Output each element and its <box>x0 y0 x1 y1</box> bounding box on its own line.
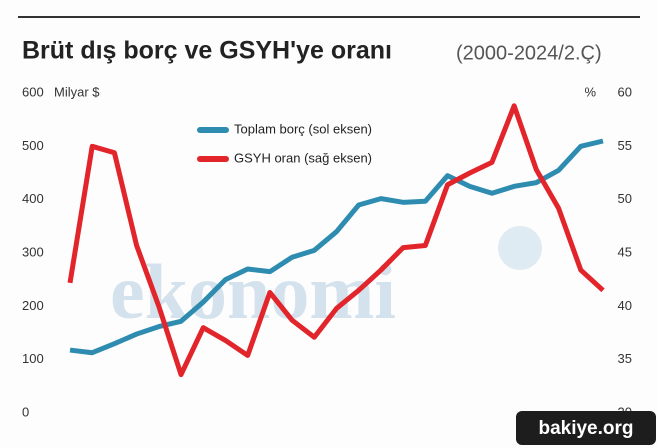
line-series <box>69 138 604 356</box>
y-tick-label: 400 <box>22 191 44 206</box>
y-tick-label: 0 <box>22 404 29 419</box>
y-tick-label: 600 <box>22 84 44 99</box>
y-tick-label: 200 <box>22 298 44 313</box>
legend-label: GSYH oran (sağ eksen) <box>234 150 372 165</box>
y2-tick-label: 55 <box>618 138 632 153</box>
chart-subtitle: (2000-2024/2.Ç) <box>456 42 602 64</box>
legend-label: Toplam borç (sol eksen) <box>234 121 372 136</box>
plot-area: 010020030040050060030354045505560Toplam … <box>22 84 632 419</box>
y-axis-label: Milyar $ <box>54 84 100 99</box>
y2-tick-label: 45 <box>618 244 632 259</box>
y-tick-label: 100 <box>22 351 44 366</box>
source: bakiye.org <box>538 418 633 439</box>
y-tick-label: 300 <box>22 244 44 259</box>
source-badge <box>516 411 656 445</box>
watermark: ekonomi <box>110 248 396 335</box>
line-series <box>67 103 605 378</box>
y2-tick-label: 35 <box>618 351 632 366</box>
y2-tick-label: 60 <box>618 84 632 99</box>
chart-title: Brüt dış borç ve GSYH'ye oranı <box>22 37 392 65</box>
y2-tick-label: 50 <box>618 191 632 206</box>
y2-tick-label: 40 <box>618 298 632 313</box>
y2-axis-label: % <box>584 84 596 99</box>
y-tick-label: 500 <box>22 138 44 153</box>
watermark-logo <box>498 226 542 270</box>
